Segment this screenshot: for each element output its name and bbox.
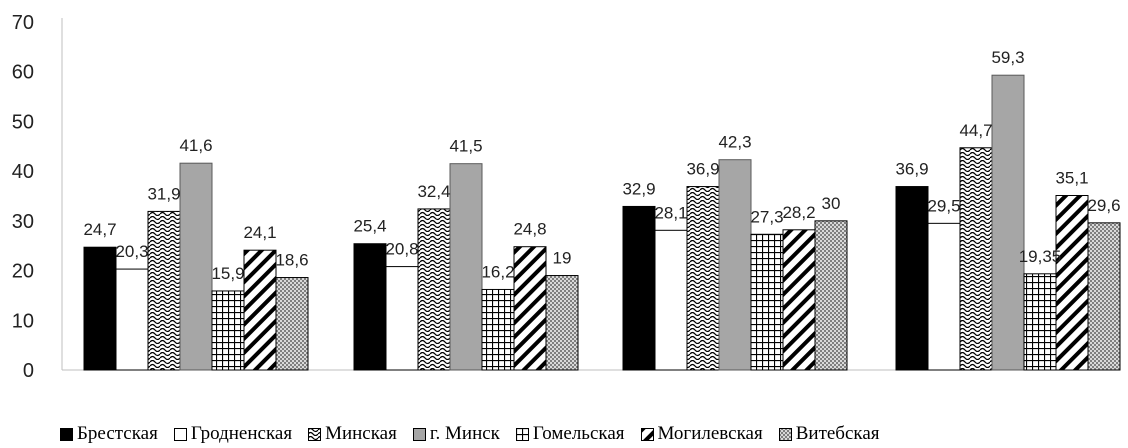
bar-value-label: 36,9 <box>686 160 719 179</box>
y-tick-label: 60 <box>12 62 34 84</box>
legend-item: Могилевская <box>640 423 763 445</box>
bar-value-label: 44,7 <box>959 121 992 140</box>
bar-value-label: 15,9 <box>211 264 244 283</box>
legend-item: Гродненская <box>173 423 293 445</box>
data-labels: 24,7 20,3 31,9 41,6 15,9 24,1 18,6 25,4 20,8 32,4… <box>83 48 1120 283</box>
legend-swatch <box>412 427 426 441</box>
bar <box>275 277 309 371</box>
bar <box>513 246 547 371</box>
legend-swatch <box>173 427 187 441</box>
legend-label: Гомельская <box>532 423 625 444</box>
bar-value-label: 41,5 <box>449 137 482 156</box>
bar-value-label: 32,9 <box>622 179 655 198</box>
legend-swatch <box>640 427 654 441</box>
bar <box>686 186 720 371</box>
legend-label: Брестская <box>77 423 158 444</box>
bar-value-label: 31,9 <box>147 184 180 203</box>
y-tick-label: 10 <box>12 310 34 332</box>
legend-label: Гродненская <box>190 423 293 444</box>
bar-value-label: 24,7 <box>83 220 116 239</box>
bar <box>814 220 848 371</box>
y-tick-label: 50 <box>12 111 34 133</box>
bar <box>622 205 656 371</box>
legend-label: Витебская <box>795 423 880 444</box>
legend-item: г. Минск <box>412 423 500 445</box>
bar-value-label: 35,1 <box>1055 169 1088 188</box>
bar <box>115 268 149 371</box>
bar-value-label: 32,4 <box>417 182 450 201</box>
legend-swatch <box>778 427 792 441</box>
bar-value-label: 20,8 <box>385 240 418 259</box>
bar-value-label: 19,35 <box>1019 247 1062 266</box>
legend-label: Минская <box>325 423 397 444</box>
bar <box>750 233 784 371</box>
legend-swatch <box>308 427 322 441</box>
bar <box>179 162 213 371</box>
bar-value-label: 27,3 <box>750 207 783 226</box>
bar <box>545 275 579 371</box>
bar <box>147 210 181 371</box>
bar-value-label: 16,2 <box>481 262 514 281</box>
bar-value-label: 29,6 <box>1087 196 1120 215</box>
bar <box>243 249 277 371</box>
legend-item: Минская <box>308 423 397 445</box>
bar <box>959 147 993 371</box>
bar <box>782 229 816 371</box>
bar-value-label: 28,2 <box>782 203 815 222</box>
bar-value-label: 18,6 <box>275 251 308 270</box>
bar-value-label: 36,9 <box>895 160 928 179</box>
legend: Брестская Гродненская Минская г. Минск Гомел… <box>60 422 1120 446</box>
bar-value-label: 28,1 <box>654 203 687 222</box>
legend-item: Брестская <box>60 423 158 445</box>
bar <box>417 208 451 371</box>
legend-swatch <box>60 427 73 441</box>
bar-value-label: 19 <box>553 249 572 268</box>
bar-value-label: 41,6 <box>179 136 212 155</box>
bar-value-label: 24,1 <box>243 223 276 242</box>
bar-value-label: 20,3 <box>115 242 148 261</box>
bar-value-label: 42,3 <box>718 133 751 152</box>
bar <box>1087 222 1121 371</box>
y-tick-label: 70 <box>12 12 34 34</box>
bar-value-label: 29,5 <box>927 196 960 215</box>
bar <box>1055 195 1089 371</box>
bar <box>449 163 483 371</box>
bar-value-label: 59,3 <box>991 48 1024 67</box>
legend-swatch <box>515 427 529 441</box>
bars <box>83 74 1121 371</box>
legend-item: Гомельская <box>515 423 625 445</box>
bar <box>481 288 515 371</box>
bar <box>991 74 1025 371</box>
y-tick-label: 0 <box>23 360 34 382</box>
y-tick-label: 20 <box>12 261 34 283</box>
legend-label: г. Минск <box>429 423 500 444</box>
bar-value-label: 25,4 <box>353 217 386 236</box>
y-tick-label: 40 <box>12 161 34 183</box>
bar <box>654 229 688 371</box>
bar <box>83 246 117 371</box>
bar <box>353 243 387 371</box>
bar-value-label: 24,8 <box>513 220 546 239</box>
bar <box>927 222 961 371</box>
bar <box>895 186 929 371</box>
bar <box>718 159 752 371</box>
legend-label: Могилевская <box>657 423 763 444</box>
y-tick-label: 30 <box>12 211 34 233</box>
bar <box>211 290 245 371</box>
bar <box>1023 273 1057 371</box>
legend-item: Витебская <box>778 423 880 445</box>
bar <box>385 266 419 371</box>
bar-value-label: 30 <box>822 194 841 213</box>
